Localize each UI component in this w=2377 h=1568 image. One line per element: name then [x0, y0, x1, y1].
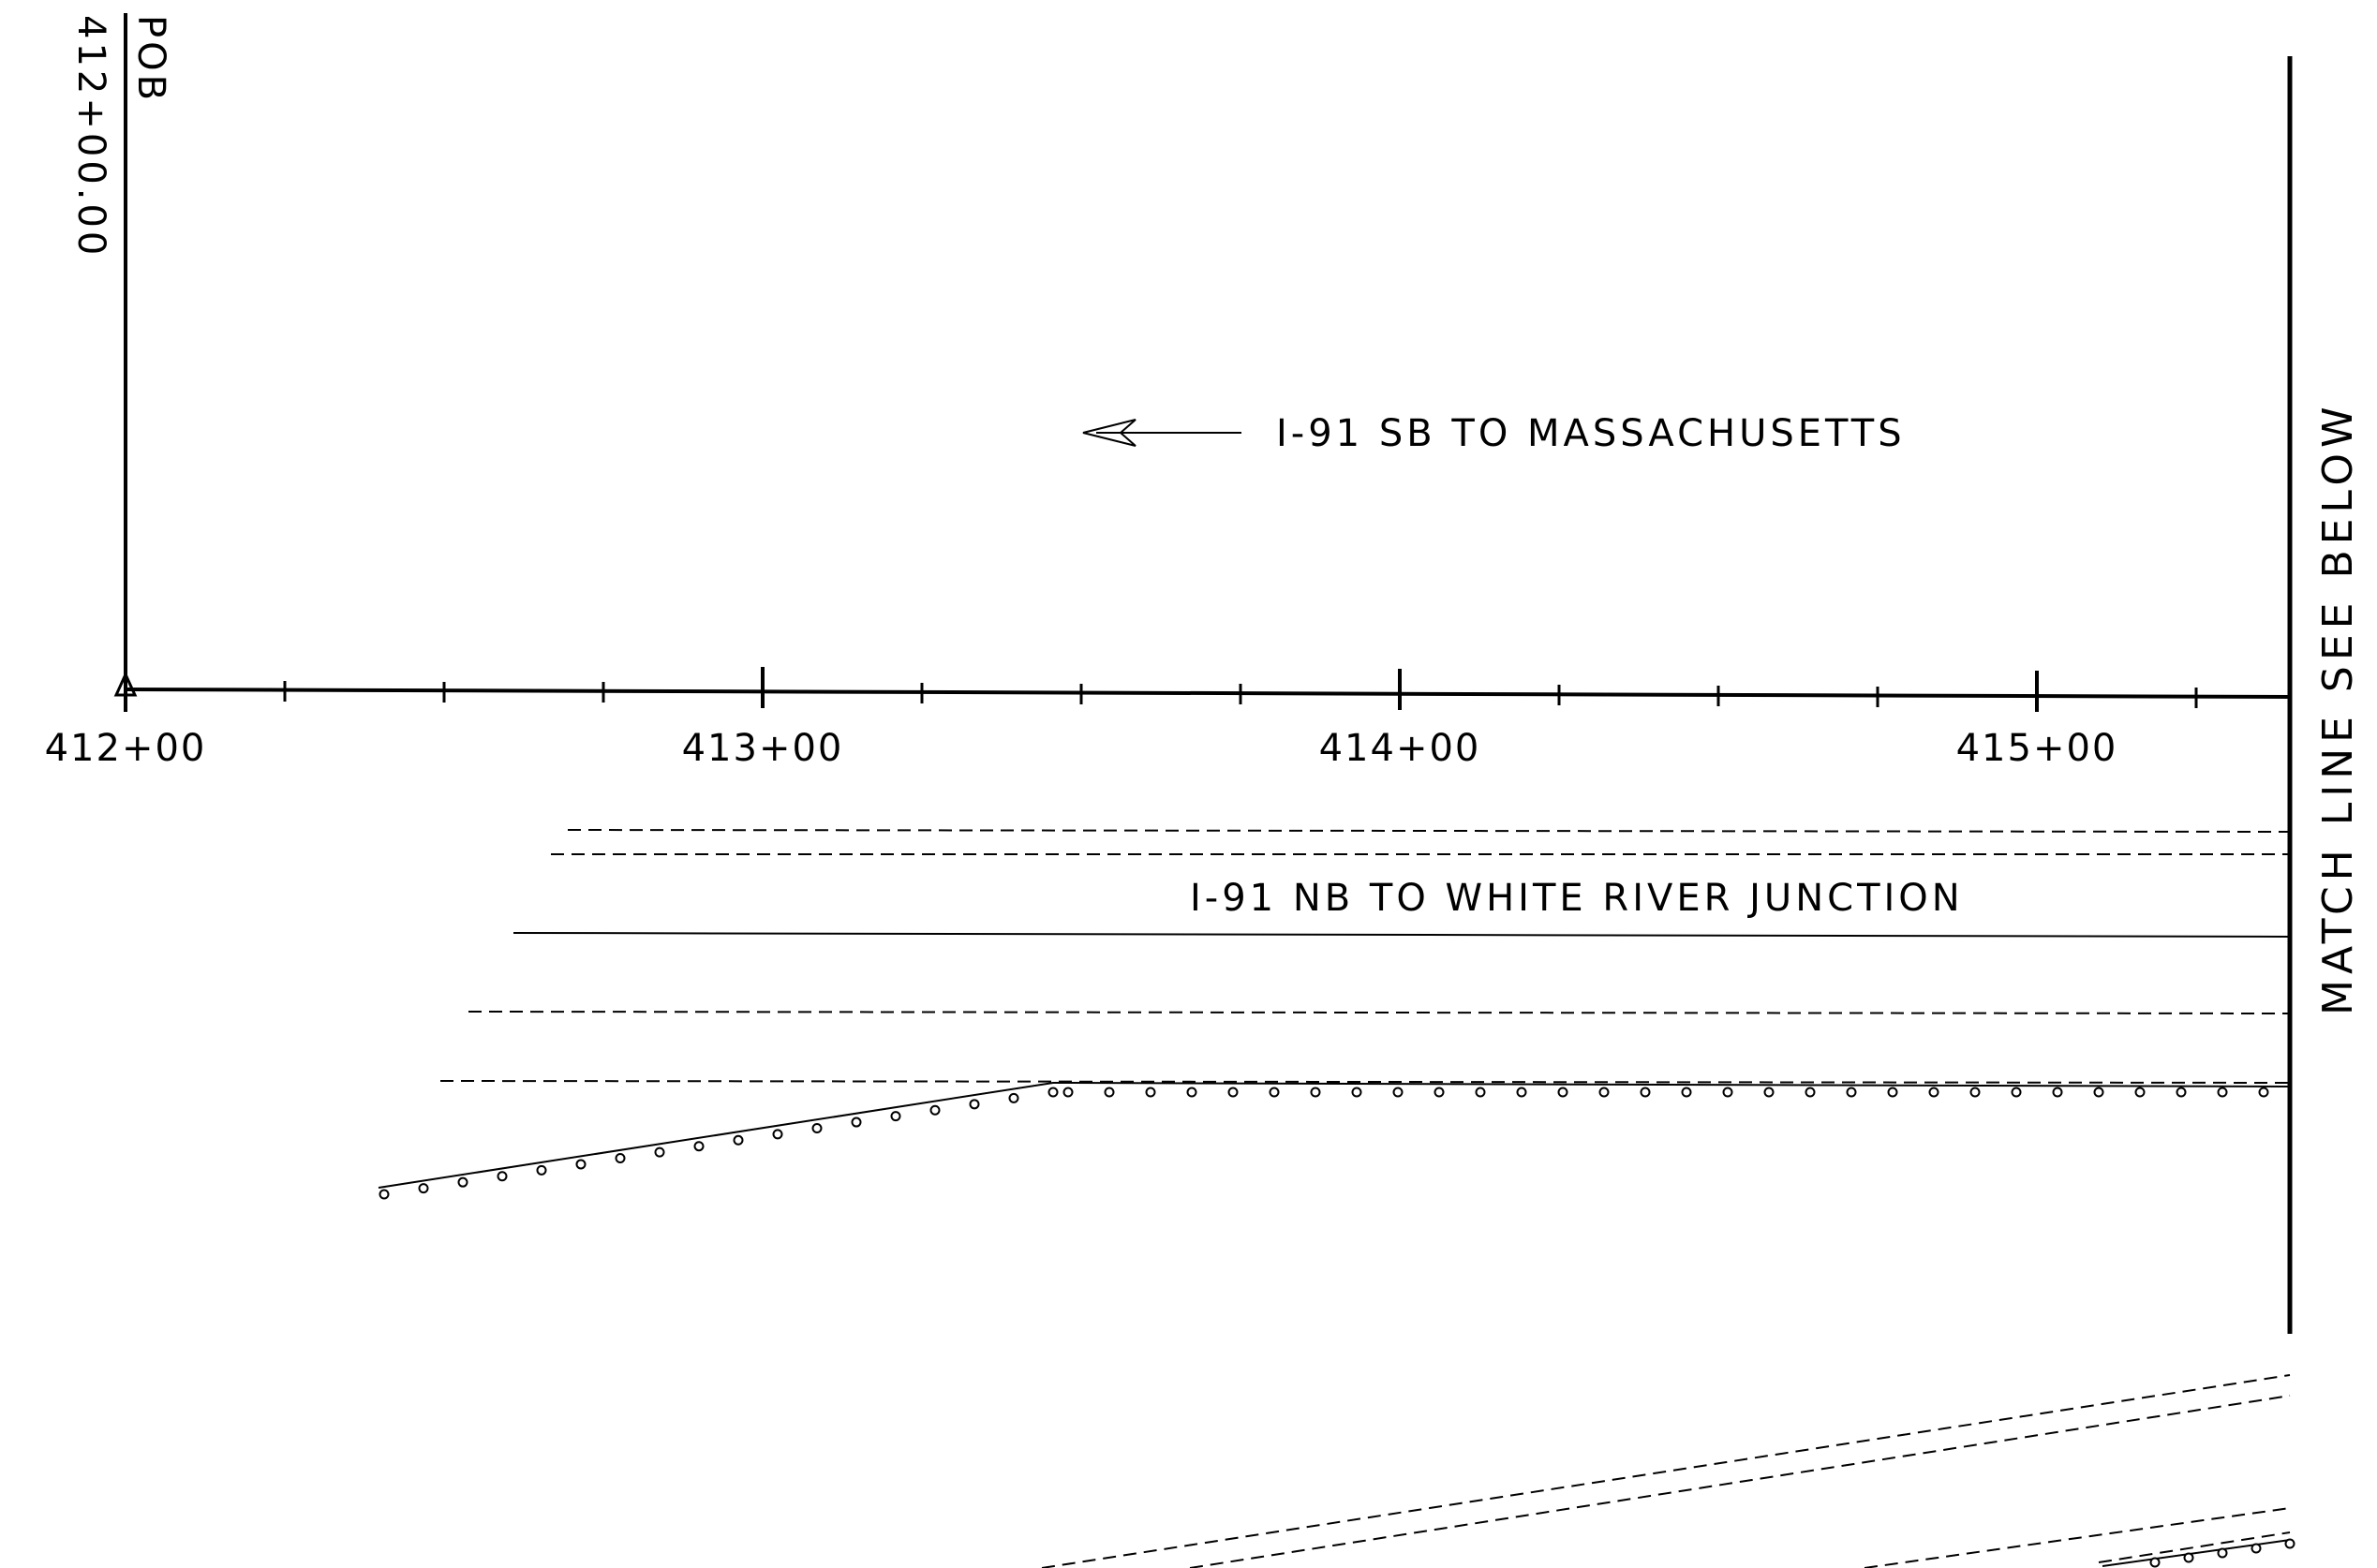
- guardrail-post: [575, 1159, 587, 1170]
- lane-line-dashed: [1041, 1374, 2291, 1568]
- guardrail-post: [654, 1146, 665, 1158]
- guardrail-post: [693, 1141, 705, 1152]
- guardrail-post: [379, 1189, 390, 1200]
- guardrail-post: [1969, 1087, 1981, 1098]
- station-label-415: 415+00: [1956, 727, 2118, 770]
- pob-station: 412+00.00: [69, 15, 112, 259]
- guardrail-posts: [2149, 1538, 2295, 1568]
- guardrail-post: [536, 1164, 547, 1176]
- guardrail-post: [1598, 1087, 1610, 1098]
- guardrail-post: [1722, 1087, 1733, 1098]
- guardrail-post: [851, 1117, 862, 1128]
- guardrail-post: [1351, 1087, 1362, 1098]
- guardrail-post: [811, 1122, 823, 1133]
- guardrail-post: [2217, 1087, 2228, 1098]
- guardrail-post: [969, 1099, 980, 1110]
- guardrail-post: [1392, 1087, 1404, 1098]
- guardrail-post: [1640, 1087, 1651, 1098]
- lower-sheet-lines: [1041, 1374, 2295, 1568]
- guardrail-post: [497, 1171, 508, 1182]
- guardrail-post: [890, 1111, 901, 1122]
- guardrail-post: [1434, 1087, 1445, 1098]
- guardrail-post: [1846, 1087, 1857, 1098]
- guardrail-post: [1475, 1087, 1486, 1098]
- guardrail-post: [1557, 1087, 1568, 1098]
- station-label-414: 414+00: [1319, 727, 1481, 770]
- guardrail-post: [1887, 1087, 1898, 1098]
- guardrail-post: [418, 1183, 429, 1194]
- guardrail-post: [2149, 1557, 2161, 1568]
- guardrail-post: [1763, 1087, 1775, 1098]
- guardrail-post: [1008, 1092, 1019, 1103]
- arrow-left-icon: [1082, 419, 1241, 447]
- guardrail-post: [1062, 1087, 1074, 1098]
- guardrail-post: [2183, 1552, 2194, 1563]
- guardrail-post: [1805, 1087, 1816, 1098]
- guardrail-post: [457, 1176, 468, 1188]
- baseline: 412+00 413+00 414+00 415+00: [45, 667, 2291, 770]
- guardrail-post: [2052, 1087, 2063, 1098]
- guardrail-post: [1104, 1087, 1115, 1098]
- guardrail-post: [772, 1129, 783, 1140]
- station-label-413: 413+00: [682, 727, 844, 770]
- lane-line-dashed: [439, 1080, 2291, 1084]
- guardrail-post: [2093, 1087, 2104, 1098]
- edge-line-solid: [513, 932, 2291, 938]
- pob-marker: POB 412+00.00: [69, 13, 172, 697]
- guardrail-posts: [379, 1087, 2269, 1200]
- guardrail-post: [2011, 1087, 2022, 1098]
- guardrail-post: [2134, 1087, 2146, 1098]
- lane-line-dashed: [1189, 1395, 2291, 1568]
- guardrail-post: [1516, 1087, 1527, 1098]
- baseline-line: [125, 688, 2291, 699]
- guardrail-post: [2258, 1087, 2269, 1098]
- lane-line-dashed: [1864, 1507, 2291, 1568]
- southbound-label: I-91 SB TO MASSACHUSETTS: [1276, 412, 1906, 455]
- guardrail-post: [1186, 1087, 1197, 1098]
- guardrail-post: [1227, 1087, 1239, 1098]
- guardrail-post: [1310, 1087, 1321, 1098]
- guardrail-post: [929, 1104, 941, 1116]
- guardrail-post: [2251, 1543, 2262, 1554]
- northbound-label: I-91 NB TO WHITE RIVER JUNCTION: [1190, 877, 1964, 920]
- match-line: MATCH LINE SEE BELOW: [2287, 56, 2362, 1334]
- guardrail-post: [733, 1134, 744, 1146]
- guardrail-post: [1928, 1087, 1939, 1098]
- southbound-label-group: I-91 SB TO MASSACHUSETTS: [1082, 412, 1906, 455]
- guardrail-post: [1145, 1087, 1156, 1098]
- guardrail-post: [1269, 1087, 1280, 1098]
- guardrail-post: [1681, 1087, 1692, 1098]
- lane-line-dashed: [468, 1011, 2291, 1014]
- northbound-roadway: I-91 NB TO WHITE RIVER JUNCTION: [378, 829, 2291, 1200]
- guardrail-line: [2102, 1539, 2291, 1567]
- guardrail-post: [2284, 1538, 2295, 1549]
- match-line-label: MATCH LINE SEE BELOW: [2314, 401, 2362, 1015]
- guardrail-post: [2176, 1087, 2187, 1098]
- guardrail-post: [1047, 1087, 1059, 1098]
- guardrail-line: [378, 1081, 2291, 1189]
- guardrail-post: [615, 1153, 626, 1164]
- lane-line-dashed: [567, 829, 2291, 833]
- guardrail-post: [2217, 1547, 2228, 1559]
- station-label-412: 412+00: [45, 727, 207, 770]
- pob-label: POB: [129, 15, 172, 104]
- lane-line-dashed: [2098, 1531, 2291, 1563]
